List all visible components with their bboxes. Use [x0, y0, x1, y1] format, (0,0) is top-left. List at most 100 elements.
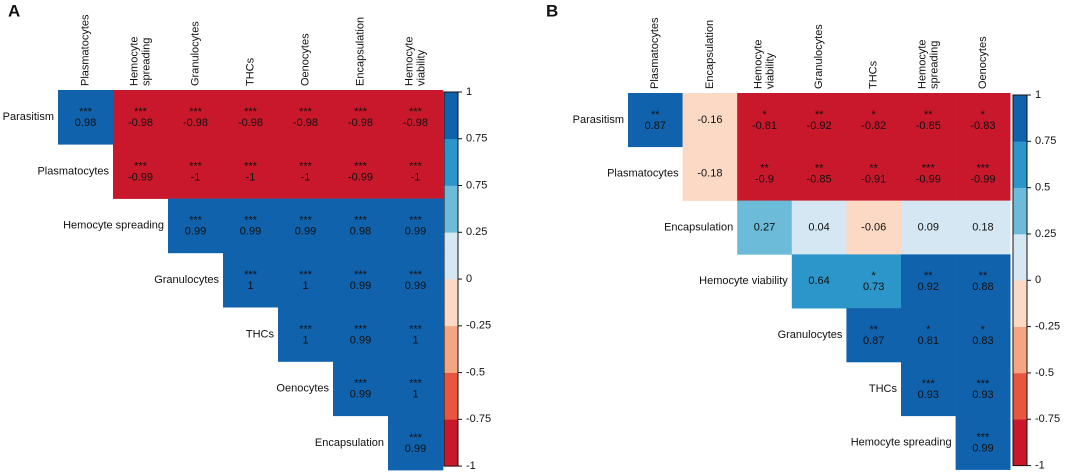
colorbar-tick-label: 0.75 — [466, 133, 487, 145]
significance: *** — [299, 269, 313, 281]
cell — [388, 361, 444, 417]
colorbar-tick-label: -1 — [1035, 460, 1045, 472]
cell-value: 0.93 — [972, 389, 993, 401]
significance: *** — [409, 106, 423, 118]
cell — [278, 144, 334, 199]
significance: *** — [409, 432, 423, 444]
cell-value: -0.99 — [128, 171, 153, 183]
colorbar-bin — [1013, 372, 1027, 420]
significance: * — [872, 270, 877, 282]
colorbar-tick-label: -0.75 — [466, 413, 491, 425]
cell-value: -1 — [411, 171, 421, 183]
cell-value: 0.04 — [808, 221, 829, 233]
colorbar-bin — [1013, 233, 1027, 281]
cell-value: -1 — [301, 171, 311, 183]
column-label: Encapsulation — [704, 20, 716, 89]
cell-value: -0.92 — [807, 120, 832, 132]
significance: *** — [409, 160, 423, 172]
row-label: THCs — [246, 328, 275, 340]
cell-value: 0.98 — [350, 226, 371, 238]
significance: ** — [651, 109, 660, 121]
cell — [278, 252, 334, 308]
cell-value: -0.98 — [348, 117, 373, 129]
cell — [168, 90, 224, 145]
significance: *** — [976, 378, 990, 390]
cell — [223, 144, 279, 199]
row-label: Encapsulation — [664, 221, 733, 233]
column-label: THCs — [244, 57, 256, 86]
colorbar-bin — [1013, 419, 1027, 466]
cell-value: 0.87 — [645, 120, 666, 132]
significance: *** — [189, 106, 203, 118]
colorbar-tick-label: -0.5 — [1035, 367, 1054, 379]
significance: *** — [299, 106, 313, 118]
significance: *** — [354, 106, 368, 118]
cell-value: 0.93 — [918, 389, 939, 401]
cell — [846, 308, 902, 363]
cell — [791, 146, 847, 201]
colorbar-bin — [1013, 280, 1027, 327]
significance: *** — [299, 160, 313, 172]
cell-value: -0.99 — [348, 171, 373, 183]
cell-value: -0.98 — [293, 117, 318, 129]
cell — [388, 307, 444, 362]
cell-value: -0.98 — [128, 117, 153, 129]
significance: *** — [354, 269, 368, 281]
cell — [223, 90, 279, 145]
significance: *** — [244, 215, 258, 227]
cell-value: 0.09 — [918, 221, 939, 233]
colorbar-tick-label: 0 — [1035, 274, 1041, 286]
cell — [388, 90, 444, 145]
row-label: Parasitism — [573, 114, 624, 126]
significance: *** — [134, 106, 148, 118]
cell-value: 0.99 — [405, 443, 426, 455]
cell — [901, 308, 956, 363]
cell — [682, 146, 738, 201]
cell-value: -0.98 — [403, 117, 428, 129]
colorbar-bin — [444, 232, 458, 280]
significance: * — [981, 324, 986, 336]
cell-value: -0.81 — [752, 120, 777, 132]
significance: ** — [869, 163, 878, 175]
cell — [333, 144, 389, 199]
colorbar-tick-label: 0.25 — [1035, 228, 1056, 240]
significance: *** — [189, 160, 203, 172]
cell-value: -0.9 — [755, 174, 774, 186]
row-label: THCs — [869, 383, 898, 395]
cell-value: 0.18 — [972, 221, 993, 233]
significance: *** — [299, 215, 313, 227]
cell — [168, 198, 224, 254]
row-label: Granulocytes — [154, 274, 219, 286]
column-label: Oenocytes — [299, 33, 311, 86]
cell-value: 0.83 — [972, 335, 993, 347]
row-label: Plasmatocytes — [37, 165, 109, 177]
colorbar-bin — [444, 372, 458, 420]
colorbar-bin — [1013, 95, 1027, 142]
column-label: THCs — [868, 60, 880, 89]
significance: ** — [979, 270, 988, 282]
significance: * — [981, 109, 986, 121]
cell — [388, 198, 444, 254]
cell-value: 1 — [412, 334, 418, 346]
colorbar-bin — [444, 185, 458, 233]
cell — [333, 361, 389, 417]
cell — [388, 252, 444, 308]
significance: ** — [924, 109, 933, 121]
cell — [901, 146, 956, 201]
cell-value: -0.99 — [916, 174, 941, 186]
cell — [846, 200, 902, 255]
significance: *** — [134, 160, 148, 172]
cell-value: 0.99 — [240, 226, 261, 238]
cell — [791, 200, 847, 255]
cell-value: 1 — [302, 280, 308, 292]
cell — [388, 415, 444, 471]
cell — [901, 93, 956, 148]
significance: *** — [976, 163, 990, 175]
column-label: Plasmatocytes — [79, 14, 91, 86]
cell-value: 1 — [247, 280, 253, 292]
colorbar-tick-label: 0.25 — [466, 226, 487, 238]
cell — [955, 146, 1011, 201]
significance: *** — [409, 378, 423, 390]
cell — [955, 254, 1011, 309]
colorbar-tick-label: 1 — [466, 86, 472, 98]
